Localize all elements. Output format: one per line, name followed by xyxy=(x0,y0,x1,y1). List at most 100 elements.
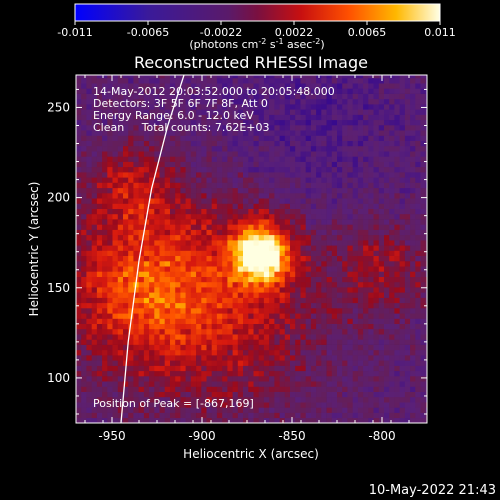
heatmap-cell xyxy=(138,302,145,309)
heatmap-cell xyxy=(133,370,139,377)
heatmap-cell xyxy=(112,140,119,147)
heatmap-cell xyxy=(337,402,343,408)
heatmap-cell xyxy=(154,318,160,324)
heatmap-cell xyxy=(248,140,254,147)
solar-limb-curve xyxy=(120,75,185,423)
heatmap-cell xyxy=(415,260,421,267)
heatmap-cell xyxy=(170,156,176,162)
heatmap-cell xyxy=(352,276,359,283)
heatmap-cell xyxy=(389,75,395,79)
heatmap-cell xyxy=(102,130,108,136)
heatmap-cell xyxy=(425,297,427,304)
heatmap-cell xyxy=(415,182,421,189)
heatmap-cell xyxy=(164,334,171,340)
heatmap-cell xyxy=(175,271,181,277)
heatmap-cell xyxy=(112,391,119,398)
heatmap-cell xyxy=(410,166,416,173)
heatmap-cell xyxy=(274,192,280,199)
heatmap-cell xyxy=(284,224,291,230)
heatmap-cell xyxy=(363,407,369,413)
heatmap-cell xyxy=(258,266,265,272)
heatmap-cell xyxy=(363,114,369,121)
heatmap-cell xyxy=(185,328,192,335)
heatmap-cell xyxy=(91,77,98,84)
heatmap-cell xyxy=(86,83,92,89)
heatmap-cell xyxy=(352,88,359,94)
heatmap-cell xyxy=(227,260,233,267)
heatmap-cell xyxy=(279,344,286,351)
heatmap-cell xyxy=(117,323,124,330)
heatmap-cell xyxy=(102,339,108,345)
heatmap-cell xyxy=(216,417,223,423)
heatmap-cell xyxy=(321,266,327,272)
heatmap-cell xyxy=(138,334,145,340)
heatmap-cell xyxy=(342,313,348,319)
heatmap-cell xyxy=(159,417,166,423)
heatmap-cell xyxy=(185,135,192,141)
heatmap-cell xyxy=(91,391,98,398)
heatmap-cell xyxy=(316,240,322,246)
heatmap-cell xyxy=(290,234,296,241)
heatmap-cell xyxy=(394,417,400,423)
heatmap-cell xyxy=(373,365,380,372)
heatmap-cell xyxy=(363,417,369,423)
heatmap-cell xyxy=(211,104,218,110)
heatmap-cell xyxy=(81,271,87,277)
heatmap-cell xyxy=(300,182,307,189)
heatmap-cell xyxy=(352,114,359,121)
heatmap-cell xyxy=(363,360,369,366)
heatmap-cell xyxy=(357,292,364,298)
heatmap-cell xyxy=(384,318,390,324)
heatmap-cell xyxy=(227,77,233,84)
heatmap-cell xyxy=(269,177,275,183)
heatmap-cell xyxy=(326,365,333,372)
heatmap-cell xyxy=(415,334,421,340)
heatmap-cell xyxy=(316,276,322,283)
heatmap-cell xyxy=(180,245,186,251)
heatmap-cell xyxy=(76,365,82,372)
heatmap-cell xyxy=(290,88,296,94)
heatmap-cell xyxy=(243,203,249,209)
heatmap-cell xyxy=(243,292,249,298)
heatmap-cell xyxy=(190,208,197,215)
heatmap-cell xyxy=(248,396,254,403)
heatmap-cell xyxy=(253,349,260,356)
heatmap-cell xyxy=(347,334,353,340)
heatmap-cell xyxy=(399,412,406,419)
heatmap-cell xyxy=(196,271,202,277)
heatmap-cell xyxy=(253,375,260,382)
heatmap-cell xyxy=(300,287,307,293)
heatmap-cell xyxy=(373,292,380,298)
heatmap-cell xyxy=(201,334,207,340)
heatmap-cell xyxy=(164,187,171,194)
heatmap-cell xyxy=(342,323,348,330)
heatmap-cell xyxy=(154,98,160,105)
heatmap-cell xyxy=(196,375,202,382)
heatmap-cell xyxy=(352,140,359,147)
heatmap-cell xyxy=(347,75,353,79)
heatmap-cell xyxy=(300,83,307,89)
heatmap-cell xyxy=(159,135,166,141)
heatmap-cell xyxy=(279,360,286,366)
heatmap-cell xyxy=(112,119,119,126)
heatmap-cell xyxy=(274,328,280,335)
heatmap-cell xyxy=(373,119,380,126)
heatmap-cell xyxy=(107,360,113,366)
heatmap-cell xyxy=(342,119,348,126)
heatmap-cell xyxy=(300,124,307,131)
heatmap-cell xyxy=(81,365,87,372)
heatmap-cell xyxy=(222,302,228,309)
heatmap-cell xyxy=(258,360,265,366)
heatmap-cell xyxy=(248,88,254,94)
heatmap-cell xyxy=(253,328,260,335)
heatmap-cell xyxy=(117,229,124,236)
heatmap-cell xyxy=(368,375,374,382)
heatmap-cell xyxy=(363,365,369,372)
heatmap-cell xyxy=(300,292,307,298)
heatmap-cell xyxy=(102,203,108,209)
heatmap-cell xyxy=(368,287,374,293)
heatmap-cell xyxy=(384,323,390,330)
heatmap-cell xyxy=(399,313,406,319)
heatmap-cell xyxy=(394,161,400,168)
heatmap-cell xyxy=(86,302,92,309)
